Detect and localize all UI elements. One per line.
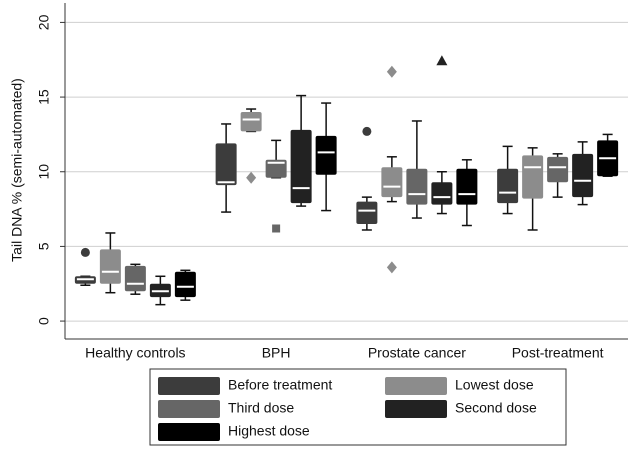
legend-swatch [158,400,220,418]
box [431,182,453,205]
y-tick-label: 0 [36,317,52,325]
outlier [386,65,397,78]
box [381,167,403,198]
outlier [246,171,257,184]
box [572,153,594,198]
box [522,155,544,199]
outlier [386,261,397,274]
box [240,112,262,132]
box [406,168,428,205]
legend-label: Before treatment [228,377,332,393]
box [290,129,312,204]
x-tick-label: BPH [262,345,291,361]
box [99,249,121,284]
outlier [436,55,448,66]
y-tick-label: 20 [36,14,52,30]
box [547,156,569,183]
box [356,201,378,225]
legend-swatch [158,377,220,395]
legend-label: Lowest dose [455,377,534,393]
y-tick-label: 10 [36,164,52,180]
box [456,168,478,205]
box [497,168,519,204]
outlier [80,247,90,257]
x-tick-label: Post-treatment [512,345,604,361]
box [124,265,146,292]
legend-label: Third dose [228,400,294,416]
legend-swatch [385,377,447,395]
outlier [272,224,281,233]
legend-label: Second dose [455,400,537,416]
legend-swatch [158,423,220,441]
box [215,143,237,186]
box [315,135,337,175]
x-tick-label: Healthy controls [85,345,185,361]
y-axis-label: Tail DNA % (semi-automated) [9,78,25,262]
y-tick-label: 15 [36,89,52,105]
box [174,271,196,298]
legend-swatch [385,400,447,418]
x-tick-label: Prostate cancer [368,345,466,361]
box [265,159,287,178]
y-tick-label: 5 [36,242,52,250]
outlier [362,126,372,136]
legend-label: Highest dose [228,423,310,439]
